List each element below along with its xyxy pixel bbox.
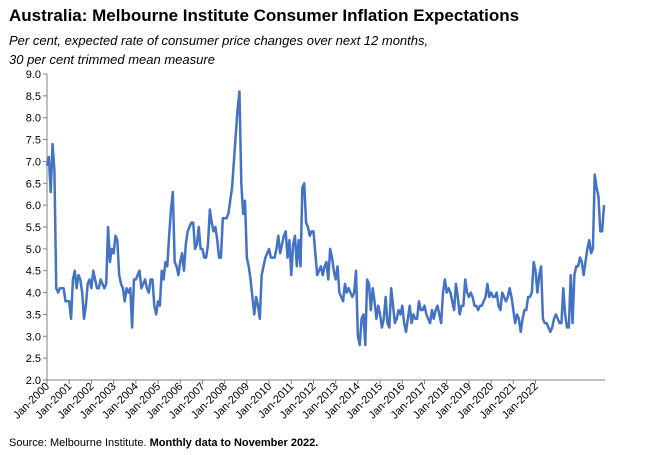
series-line bbox=[45, 90, 606, 347]
y-tick-label: 2.0 bbox=[26, 375, 41, 387]
y-tick-label: 9.0 bbox=[26, 69, 41, 81]
y-tick-label: 2.5 bbox=[26, 353, 41, 365]
y-tick-label: 6.5 bbox=[26, 178, 41, 190]
y-tick-label: 7.5 bbox=[26, 135, 41, 147]
chart-title: Australia: Melbourne Institute Consumer … bbox=[9, 6, 520, 25]
y-tick-label: 3.5 bbox=[26, 309, 41, 321]
y-tick-label: 8.0 bbox=[26, 113, 41, 125]
y-tick-label: 3.0 bbox=[26, 331, 41, 343]
y-axis: 2.0 2.5 3.0 3.5 4.0 4.5 5.0 5.5 6.0 6.5 7.0 7.5 8.0 8… bbox=[26, 69, 48, 387]
data-note: Monthly data to November 2022. bbox=[149, 437, 319, 449]
source-note: Source: Melbourne Institute. Monthly dat… bbox=[9, 437, 318, 449]
source-label: Source: Melbourne Institute. bbox=[9, 437, 147, 449]
series-group bbox=[45, 90, 606, 347]
y-tick-label: 5.0 bbox=[26, 244, 41, 256]
chart-subtitle: Per cent, expected rate of consumer pric… bbox=[9, 31, 428, 69]
subtitle-line-2: 30 per cent trimmed mean measure bbox=[9, 52, 215, 67]
y-tick-label: 8.5 bbox=[26, 91, 41, 103]
y-tick-label: 4.0 bbox=[26, 288, 41, 300]
y-tick-label: 6.0 bbox=[26, 200, 41, 212]
x-axis: Jan-2000Jan-2001Jan-2002Jan-2003Jan-2004… bbox=[11, 379, 605, 422]
y-tick-label: 5.5 bbox=[26, 222, 41, 234]
y-tick-label: 4.5 bbox=[26, 266, 41, 278]
y-tick-label: 7.0 bbox=[26, 156, 41, 168]
subtitle-line-1: Per cent, expected rate of consumer pric… bbox=[9, 33, 429, 48]
